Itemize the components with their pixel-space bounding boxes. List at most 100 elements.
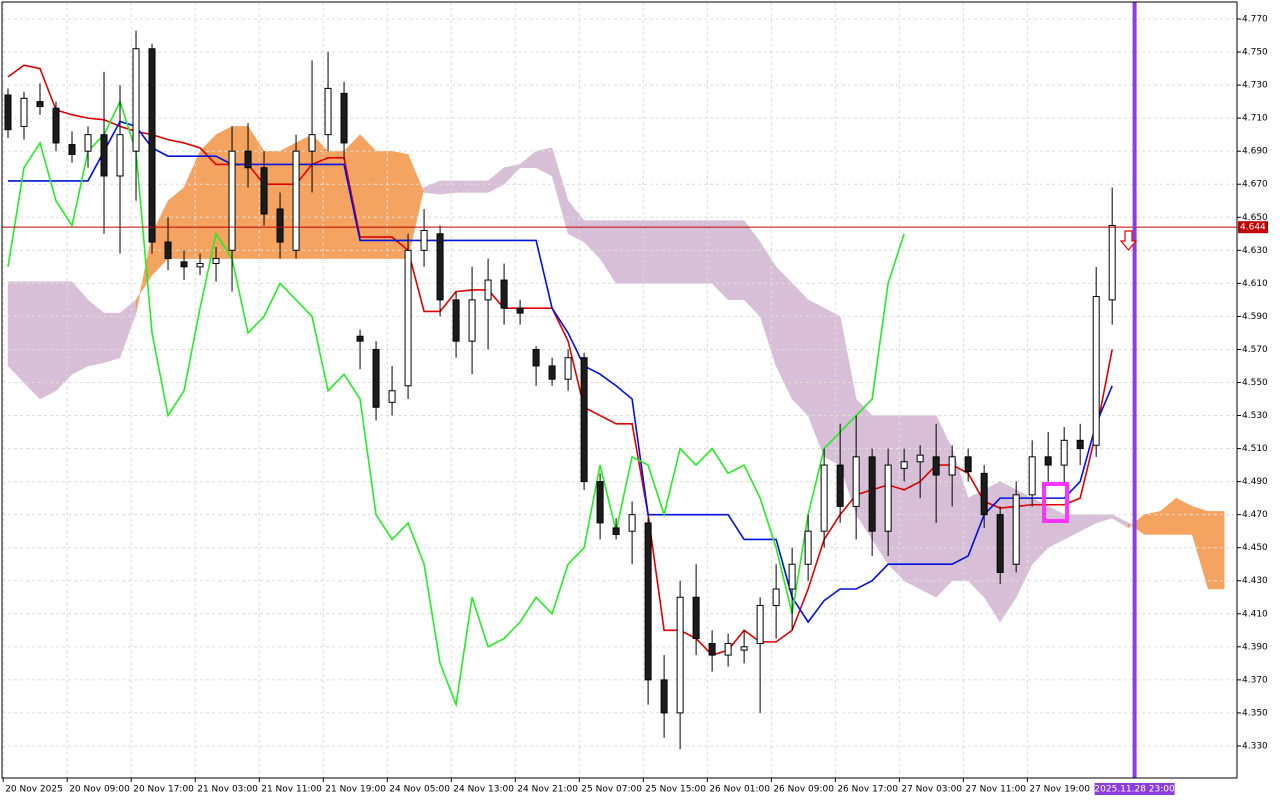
candle-body xyxy=(100,134,108,177)
x-tick-label: 26 Nov 17:00 xyxy=(837,785,898,795)
cloud-segment xyxy=(631,220,649,284)
x-tick-label: 24 Nov 05:00 xyxy=(389,785,450,795)
y-tick-label: 4.710 xyxy=(1242,114,1268,124)
cloud-segment xyxy=(1143,511,1161,535)
x-tick-label: 24 Nov 13:00 xyxy=(453,785,514,795)
cloud-segment xyxy=(103,312,121,363)
candle-body xyxy=(884,464,892,532)
y-tick-label: 4.770 xyxy=(1242,15,1268,25)
y-tick-label: 4.370 xyxy=(1242,675,1268,685)
y-tick-label: 4.510 xyxy=(1242,444,1268,454)
candle-body xyxy=(660,679,668,714)
y-tick-label: 4.430 xyxy=(1242,576,1268,586)
cloud-segment xyxy=(7,281,25,384)
time-label: 2025.11.28 23:00 xyxy=(1094,785,1175,795)
cloud-segment xyxy=(311,134,329,259)
y-tick-label: 4.530 xyxy=(1242,411,1268,421)
cloud-segment xyxy=(375,150,393,259)
indicator-line xyxy=(7,99,905,708)
candle-body xyxy=(68,144,76,155)
candle-body xyxy=(548,365,556,380)
candle-body xyxy=(484,279,492,301)
sell-arrow xyxy=(1119,230,1138,251)
cloud-segment xyxy=(23,281,41,400)
candle-body xyxy=(756,605,764,645)
indicator-line xyxy=(7,64,1113,656)
candle-body xyxy=(244,150,252,169)
candle-body xyxy=(308,134,316,152)
candle-body xyxy=(740,646,748,651)
candle-body xyxy=(1076,439,1084,450)
y-tick-label: 4.490 xyxy=(1242,477,1268,487)
y-tick-label: 4.670 xyxy=(1242,180,1268,190)
candle-body xyxy=(180,261,188,268)
cloud-segment xyxy=(919,415,937,598)
candle-body xyxy=(340,92,348,144)
x-tick-label: 21 Nov 11:00 xyxy=(261,785,322,795)
candle-body xyxy=(628,514,636,532)
candle-body xyxy=(772,588,780,607)
price-label: 4.644 xyxy=(1240,223,1266,233)
y-tick-label: 4.690 xyxy=(1242,147,1268,157)
y-tick-label: 4.450 xyxy=(1242,543,1268,553)
x-tick-label: 27 Nov 11:00 xyxy=(965,785,1026,795)
candle-body xyxy=(84,134,92,152)
candle-body xyxy=(788,563,796,590)
candle-body xyxy=(36,101,44,108)
cloud-segment xyxy=(199,134,217,259)
candle-body xyxy=(580,357,588,483)
y-tick-label: 4.390 xyxy=(1242,642,1268,652)
candle-body xyxy=(132,48,140,152)
x-tick-label: 20 Nov 17:00 xyxy=(133,785,194,795)
candle-body xyxy=(20,97,28,127)
y-tick-label: 4.630 xyxy=(1242,246,1268,256)
cloud-segment xyxy=(679,220,697,284)
candle-body xyxy=(596,481,604,524)
x-tick-label: 20 Nov 09:00 xyxy=(69,785,130,795)
signal-marker xyxy=(1042,482,1069,523)
y-tick-label: 4.610 xyxy=(1242,279,1268,289)
candle-body xyxy=(1060,439,1068,466)
candle-body xyxy=(820,464,828,532)
candle-body xyxy=(420,229,428,251)
candle-body xyxy=(1044,456,1052,466)
candle-body xyxy=(404,249,412,387)
candle-body xyxy=(164,241,172,260)
y-tick-label: 4.650 xyxy=(1242,213,1268,223)
cloud-segment xyxy=(823,307,841,466)
x-tick-label: 20 Nov 2025 xyxy=(5,785,63,795)
cloud-segment xyxy=(39,281,57,400)
cloud-segment xyxy=(55,281,73,392)
x-tick-label: 21 Nov 03:00 xyxy=(197,785,258,795)
y-tick-label: 4.550 xyxy=(1242,378,1268,388)
candle-body xyxy=(468,299,476,342)
time-label-box xyxy=(1094,783,1175,795)
x-tick-label: 27 Nov 19:00 xyxy=(1029,785,1090,795)
candle-body xyxy=(116,134,124,177)
candle-body xyxy=(532,348,540,367)
price-label-box xyxy=(1238,221,1268,234)
x-tick-label: 26 Nov 01:00 xyxy=(709,785,770,795)
candle-body xyxy=(516,307,524,314)
plot-frame xyxy=(1,1,1238,779)
cloud-segment xyxy=(1207,511,1225,590)
candle-body xyxy=(1092,296,1100,446)
x-tick-label: 25 Nov 15:00 xyxy=(645,785,706,795)
candle-body xyxy=(500,279,508,309)
candle-body xyxy=(932,456,940,476)
candle-body xyxy=(228,150,236,251)
y-tick-label: 4.730 xyxy=(1242,81,1268,91)
candle-body xyxy=(836,464,844,507)
candle-body xyxy=(708,643,716,656)
x-tick-label: 26 Nov 09:00 xyxy=(773,785,834,795)
candle-body xyxy=(452,299,460,342)
candle-body xyxy=(692,596,700,640)
candle-body xyxy=(916,454,924,463)
x-tick-label: 24 Nov 21:00 xyxy=(517,785,578,795)
cloud-segment xyxy=(647,220,665,284)
cloud-segment xyxy=(439,180,457,195)
candle-body xyxy=(388,390,396,403)
candle-body xyxy=(148,48,156,243)
